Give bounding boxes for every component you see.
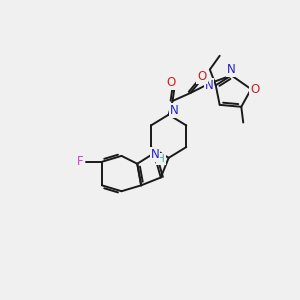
Text: N: N [205,79,213,92]
Text: O: O [197,70,207,83]
Text: O: O [250,82,260,96]
Text: O: O [166,76,175,89]
Text: N: N [227,63,236,76]
Text: F: F [77,155,84,168]
Text: H: H [157,154,165,164]
Text: H: H [200,74,208,84]
Text: N: N [151,148,159,161]
Text: N: N [170,104,179,117]
